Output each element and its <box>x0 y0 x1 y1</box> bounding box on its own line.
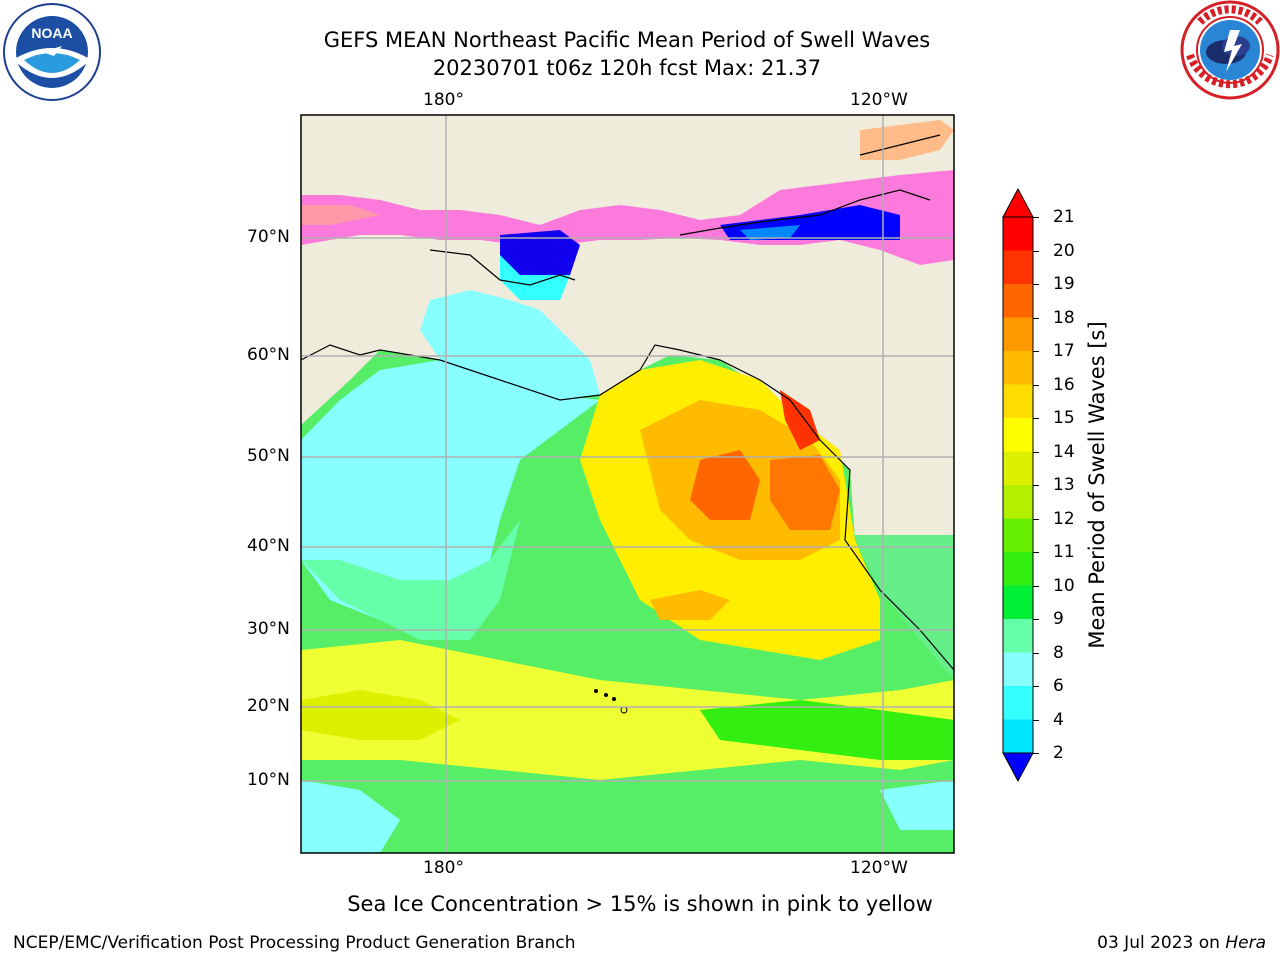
colorbar-segment <box>1003 518 1033 553</box>
colorbar-tick-label: 6 <box>1053 676 1064 696</box>
colorbar-tick-label: 19 <box>1053 274 1075 294</box>
colorbar-tick-label: 4 <box>1053 709 1064 730</box>
colorbar-tick-label: 20 <box>1053 240 1075 261</box>
colorbar-segment <box>1003 585 1033 620</box>
colorbar-tick-mark <box>1033 753 1039 754</box>
coastline <box>301 344 954 671</box>
colorbar-segment <box>1003 284 1033 318</box>
colorbar-tick-mark <box>1033 250 1039 252</box>
colorbar-tick-label: 12 <box>1053 508 1075 529</box>
colorbar-tick-mark <box>1033 451 1039 453</box>
lat-label-30n: 30°N <box>247 619 290 639</box>
colorbar-segment <box>1003 719 1033 754</box>
colorbar-segment <box>1003 250 1033 285</box>
colorbar-segment <box>1003 619 1033 653</box>
colorbar-tick-mark <box>1033 384 1039 386</box>
colorbar-tick-label: 13 <box>1053 475 1075 495</box>
colorbar-tick-label: 2 <box>1053 743 1064 763</box>
colorbar-tick-mark <box>1033 317 1039 319</box>
colorbar-tick-label: 15 <box>1053 408 1075 428</box>
lon-label-bottom-180: 180° <box>423 858 464 878</box>
sea-ice-band <box>301 170 954 265</box>
colorbar-over-arrow <box>1002 187 1034 218</box>
colorbar-tick-label: 9 <box>1053 609 1064 629</box>
colorbar-tick-label: 21 <box>1053 207 1075 227</box>
lat-label-60n: 60°N <box>247 345 290 365</box>
colorbar-tick-mark <box>1033 485 1039 486</box>
colorbar-tick-mark <box>1033 518 1039 520</box>
colorbar-tick-mark <box>1033 585 1039 587</box>
colorbar-segment <box>1003 485 1033 519</box>
colorbar-segment <box>1003 686 1033 720</box>
graticule <box>301 115 954 853</box>
colorbar-tick-mark <box>1033 552 1039 553</box>
colorbar-segment <box>1003 552 1033 586</box>
colorbar-tick-mark <box>1033 351 1039 352</box>
colorbar-label: Mean Period of Swell Waves [s] <box>1085 321 1109 649</box>
colorbar-tick-label: 17 <box>1053 341 1075 361</box>
map-title: GEFS MEAN Northeast Pacific Mean Period … <box>323 28 931 52</box>
colorbar-tick-mark <box>1033 217 1039 218</box>
sea-ice-caption: Sea Ice Concentration > 15% is shown in … <box>347 892 933 916</box>
nws-logo <box>1180 0 1280 100</box>
colorbar-tick-mark <box>1033 284 1039 285</box>
colorbar-tick-label: 10 <box>1053 575 1075 596</box>
lon-label-top-180: 180° <box>423 90 464 110</box>
colorbar-segment <box>1003 384 1033 419</box>
map-frame <box>300 114 955 854</box>
colorbar <box>1002 187 1034 783</box>
colorbar-tick-label: 8 <box>1053 642 1064 663</box>
footer-credit: NCEP/EMC/Verification Post Processing Pr… <box>13 933 576 953</box>
colorbar-segment <box>1003 418 1033 452</box>
swell-8-9s-zone <box>301 360 600 620</box>
colorbar-tick-mark <box>1033 719 1039 721</box>
colorbar-segment <box>1003 317 1033 352</box>
lat-label-70n: 70°N <box>247 227 290 247</box>
colorbar-segment <box>1003 217 1033 251</box>
colorbar-tick-label: 18 <box>1053 307 1075 328</box>
swell-19-20s-zone <box>690 450 760 520</box>
lat-label-50n: 50°N <box>247 446 290 466</box>
colorbar-tick-mark <box>1033 652 1039 654</box>
colorbar-under-arrow <box>1002 752 1034 783</box>
footer-host: Hera <box>1225 933 1266 953</box>
lat-label-10n: 10°N <box>247 770 290 790</box>
footer-timestamp: 03 Jul 2023 on Hera <box>1097 933 1266 953</box>
colorbar-tick-mark <box>1033 686 1039 687</box>
footer-on: on <box>1193 933 1226 953</box>
map-field <box>301 115 954 853</box>
colorbar-tick-label: 16 <box>1053 374 1075 395</box>
footer-date: 03 Jul 2023 <box>1097 933 1194 953</box>
colorbar-tick-label: 11 <box>1053 542 1075 562</box>
colorbar-segment <box>1003 652 1033 687</box>
map-subtitle: 20230701 t06z 120h fcst Max: 21.37 <box>432 56 822 80</box>
noaa-logo: NOAA <box>3 3 101 101</box>
lat-label-40n: 40°N <box>247 536 290 556</box>
colorbar-segment <box>1003 451 1033 486</box>
lon-label-top-120w: 120°W <box>850 90 908 110</box>
colorbar-tick-mark <box>1033 619 1039 620</box>
lon-label-bottom-120w: 120°W <box>850 858 908 878</box>
lat-label-20n: 20°N <box>247 696 290 716</box>
colorbar-tick-label: 14 <box>1053 441 1075 462</box>
colorbar-tick-mark <box>1033 418 1039 419</box>
noaa-logo-text: NOAA <box>31 25 72 41</box>
colorbar-segment <box>1003 351 1033 385</box>
